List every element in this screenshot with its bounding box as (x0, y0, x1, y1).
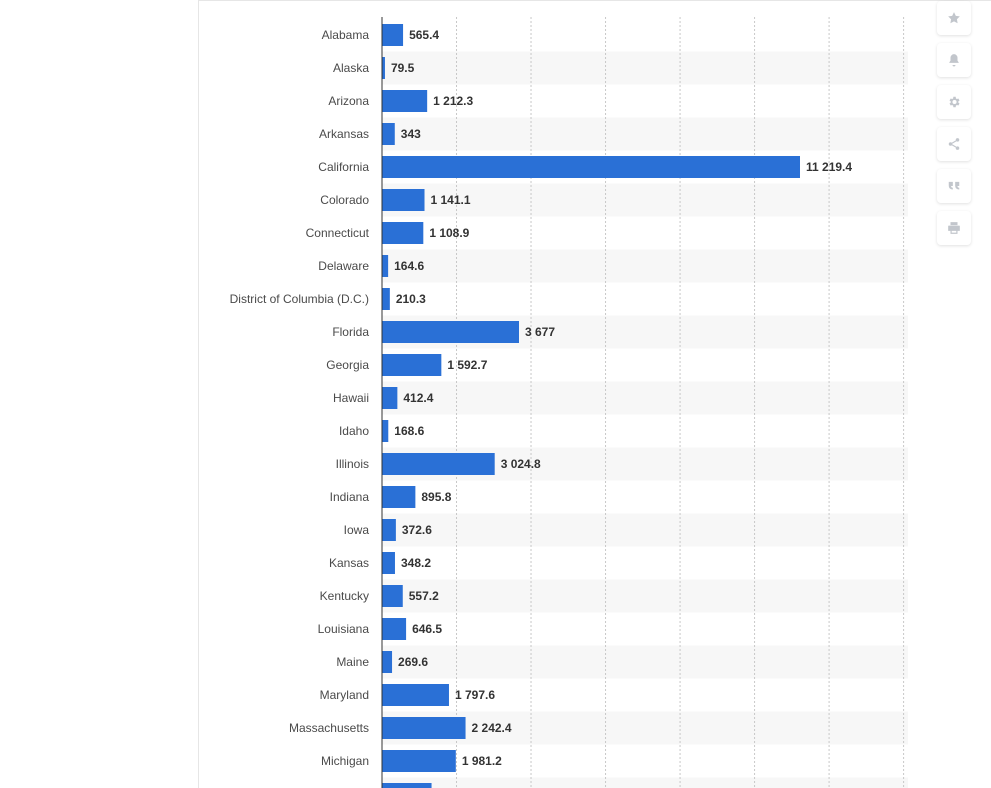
category-label: Massachusetts (289, 721, 369, 735)
row-stripe (382, 381, 908, 415)
category-labels: Alabama Alaska Arizona Arkansas California Co… (230, 28, 370, 768)
notification-button[interactable] (937, 43, 971, 77)
value-label: 79.5 (391, 61, 415, 75)
row-stripes (382, 51, 908, 788)
category-label: Hawaii (333, 391, 369, 405)
row-stripe (382, 711, 908, 745)
value-label: 11 219.4 (806, 160, 852, 174)
value-label: 565.4 (409, 28, 439, 42)
category-label: Maryland (320, 688, 369, 702)
favorite-button[interactable] (937, 1, 971, 35)
value-label: 412.4 (403, 391, 433, 405)
bar (382, 618, 407, 640)
bar (382, 750, 456, 772)
value-label: 372.6 (402, 523, 432, 537)
category-label: California (318, 160, 369, 174)
value-label: 1 141.1 (431, 193, 471, 207)
bar (382, 189, 425, 211)
bar (382, 420, 389, 442)
value-label: 895.8 (421, 490, 451, 504)
category-label: Kentucky (320, 589, 369, 603)
value-label: 3 677 (525, 325, 555, 339)
gear-icon (949, 96, 960, 108)
value-label: 3 024.8 (501, 457, 541, 471)
bar (382, 255, 389, 277)
category-label: Indiana (330, 490, 370, 504)
bar (382, 57, 385, 79)
category-label: Louisiana (318, 622, 370, 636)
bar (382, 24, 404, 46)
bar (382, 354, 442, 376)
category-label: Kansas (329, 556, 369, 570)
category-label: Arizona (328, 94, 369, 108)
row-stripe (382, 777, 908, 788)
bar (382, 552, 395, 574)
cite-button[interactable] (937, 169, 971, 203)
settings-button[interactable] (937, 85, 971, 119)
bars (382, 24, 800, 788)
bar (382, 387, 398, 409)
category-label: Maine (336, 655, 369, 669)
category-label: Alabama (322, 28, 370, 42)
value-label: 164.6 (394, 259, 424, 273)
row-stripe (382, 645, 908, 679)
category-label: Delaware (318, 259, 369, 273)
category-label: Florida (332, 325, 369, 339)
bar (382, 123, 395, 145)
value-label: 646.5 (412, 622, 442, 636)
value-label: 1 212.3 (433, 94, 473, 108)
category-label: District of Columbia (D.C.) (230, 292, 369, 306)
value-label: 210.3 (396, 292, 426, 306)
bar (382, 288, 390, 310)
value-label: 1 592.7 (447, 358, 487, 372)
category-label: Michigan (321, 754, 369, 768)
gridlines (456, 17, 905, 788)
share-button[interactable] (937, 127, 971, 161)
bar (382, 486, 416, 508)
category-label: Iowa (344, 523, 370, 537)
category-label: Arkansas (319, 127, 369, 141)
row-stripe (382, 513, 908, 547)
bar (382, 90, 428, 112)
bell-icon (949, 54, 959, 67)
bar (382, 222, 424, 244)
bar (382, 453, 495, 475)
star-icon (948, 12, 960, 24)
row-stripe (382, 183, 908, 217)
print-icon (948, 222, 960, 234)
category-label: Illinois (336, 457, 369, 471)
row-stripe (382, 579, 908, 613)
row-stripe (382, 249, 908, 283)
value-label: 1 797.6 (455, 688, 495, 702)
value-label: 269.6 (398, 655, 428, 669)
bar (382, 651, 393, 673)
value-label: 1 108.9 (429, 226, 469, 240)
value-label: 168.6 (394, 424, 424, 438)
category-label: Georgia (326, 358, 369, 372)
value-label: 2 242.4 (472, 721, 512, 735)
print-button[interactable] (937, 211, 971, 245)
share-icon (948, 138, 960, 150)
bar-partial (382, 783, 432, 788)
bar (382, 585, 403, 607)
row-stripe (382, 117, 908, 151)
bar (382, 156, 800, 178)
value-label: 343 (401, 127, 421, 141)
quote-icon (948, 181, 960, 190)
bar (382, 321, 519, 343)
value-label: 557.2 (409, 589, 439, 603)
row-stripe (382, 51, 908, 85)
category-label: Connecticut (306, 226, 370, 240)
category-label: Idaho (339, 424, 369, 438)
value-label: 348.2 (401, 556, 431, 570)
bar (382, 717, 466, 739)
bar (382, 684, 449, 706)
category-label: Alaska (333, 61, 369, 75)
bar (382, 519, 396, 541)
value-label: 1 981.2 (462, 754, 502, 768)
category-label: Colorado (320, 193, 369, 207)
value-labels: 565.4 79.5 1 212.3 343 11 219.4 1 141.1 1 108.… (391, 28, 852, 768)
